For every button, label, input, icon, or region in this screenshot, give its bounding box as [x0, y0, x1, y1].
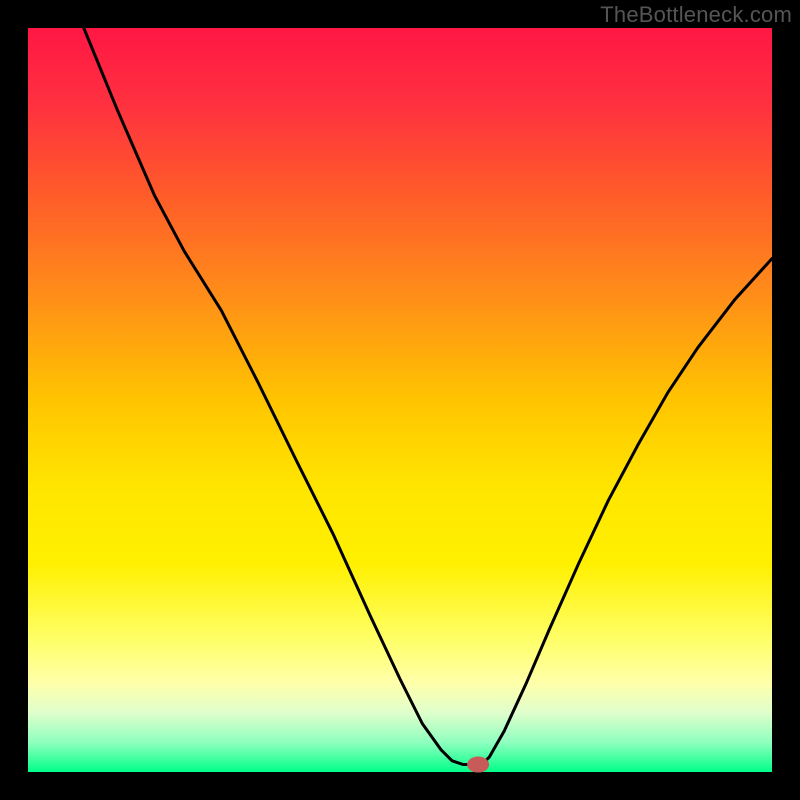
chart-svg: [0, 0, 800, 800]
watermark-text: TheBottleneck.com: [600, 2, 792, 28]
chart-plot-area: [28, 28, 772, 772]
bottleneck-chart: TheBottleneck.com: [0, 0, 800, 800]
optimal-point-marker: [467, 757, 489, 773]
